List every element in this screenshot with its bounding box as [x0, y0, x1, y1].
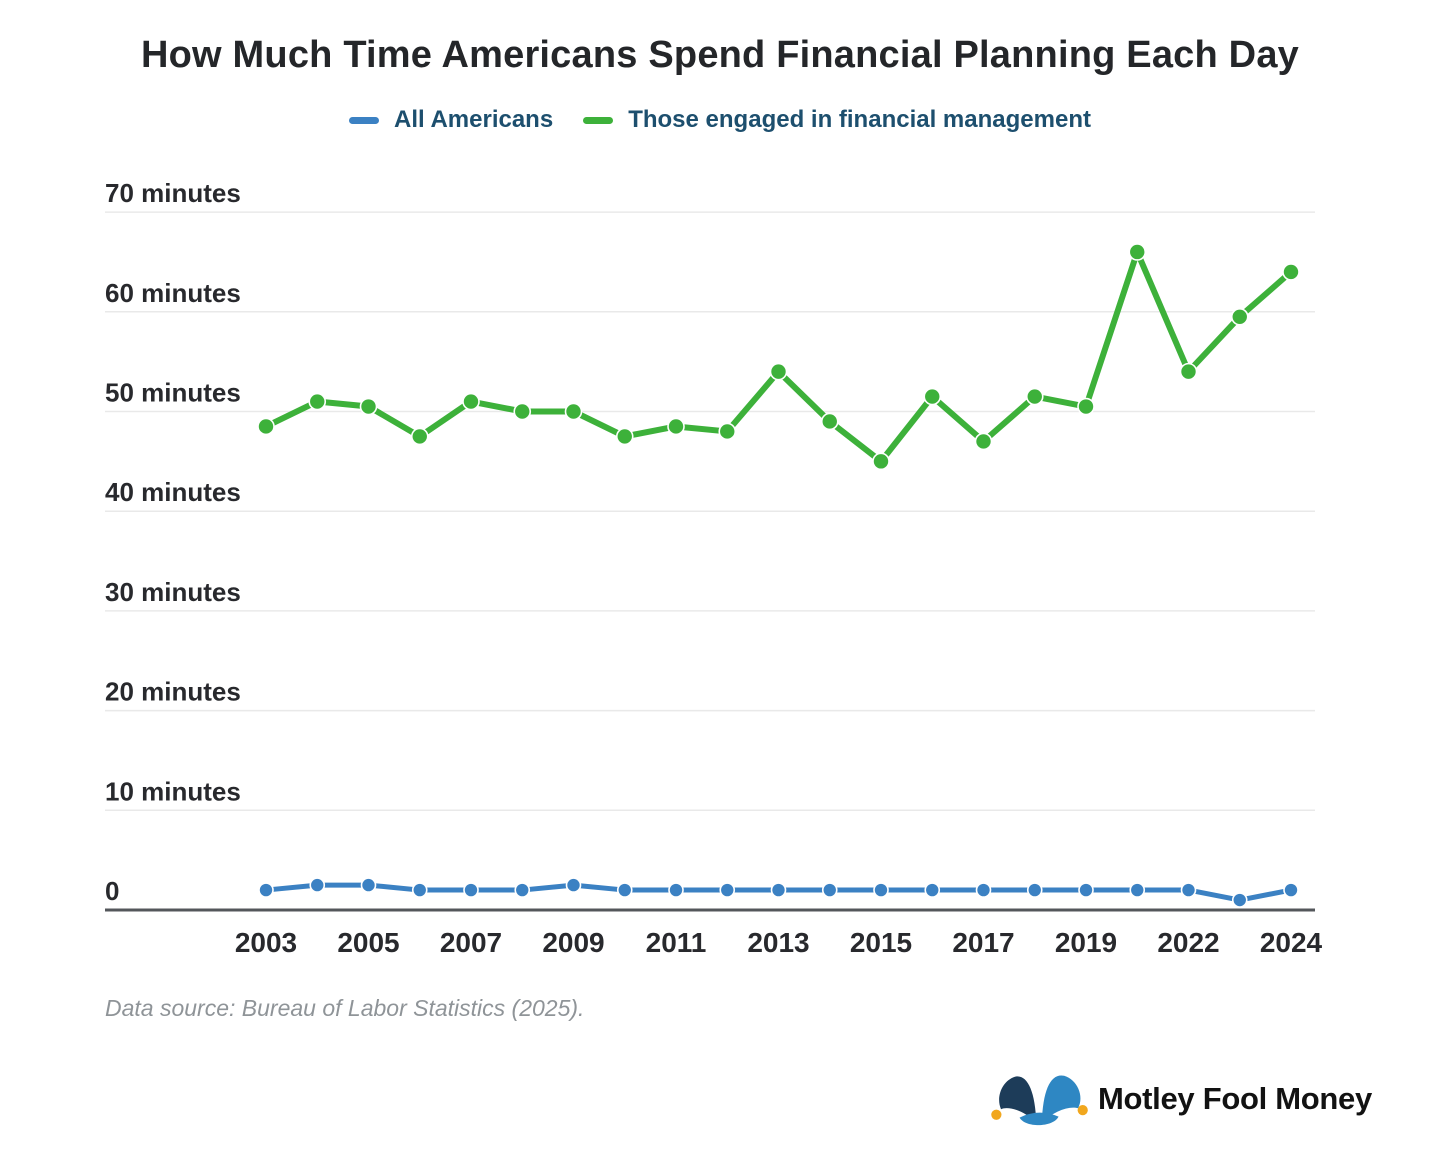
legend-swatch-all-americans	[349, 116, 380, 124]
data-point	[360, 877, 377, 893]
data-point	[1283, 882, 1299, 898]
chart-title: How Much Time Americans Spend Financial …	[140, 34, 1299, 76]
y-axis-tick-label: 0	[105, 876, 119, 906]
data-point	[615, 427, 634, 446]
x-axis-tick-label: 2013	[747, 927, 809, 958]
data-point	[820, 412, 839, 431]
data-point	[1179, 362, 1198, 381]
data-point	[257, 417, 275, 436]
data-point	[463, 882, 479, 898]
data-point	[359, 397, 378, 416]
data-point	[1026, 882, 1043, 898]
chart-legend: All Americans Those engaged in financial…	[0, 106, 1440, 134]
data-point	[924, 882, 941, 898]
hat-right-lobe	[1041, 1075, 1081, 1124]
data-point	[514, 882, 531, 898]
data-point	[410, 427, 429, 446]
y-axis-tick-label: 20 minutes	[105, 677, 241, 707]
x-axis-tick-label: 2022	[1157, 927, 1219, 958]
data-point	[1180, 882, 1197, 898]
data-point	[923, 387, 942, 406]
data-point	[513, 402, 532, 421]
data-point	[616, 882, 633, 898]
y-axis-tick-label: 60 minutes	[105, 278, 241, 308]
hat-bell-right-icon	[1077, 1105, 1088, 1116]
x-axis-tick-label: 2005	[337, 927, 399, 958]
data-point	[974, 432, 993, 451]
jester-hat-icon	[991, 1075, 1088, 1126]
data-point	[308, 392, 327, 411]
data-point	[1282, 263, 1300, 281]
logo-text: Motley Fool Money	[1098, 1081, 1372, 1116]
data-point	[873, 882, 889, 898]
data-point	[821, 882, 838, 898]
data-point	[1078, 882, 1094, 898]
x-axis-tick-label: 2003	[235, 927, 297, 958]
legend-swatch-engaged	[583, 116, 614, 124]
data-point	[411, 882, 428, 898]
legend-item-all-americans: All Americans	[349, 106, 553, 134]
data-point	[769, 362, 788, 381]
data-point	[1230, 307, 1249, 326]
data-point	[309, 877, 326, 893]
data-source-note: Data source: Bureau of Labor Statistics …	[105, 995, 585, 1021]
y-axis-tick-label: 70 minutes	[105, 178, 241, 208]
legend-item-engaged: Those engaged in financial management	[583, 106, 1091, 134]
y-axis-tick-label: 50 minutes	[105, 378, 241, 408]
hat-left-lobe	[999, 1076, 1037, 1124]
data-point	[258, 882, 274, 898]
data-point	[770, 882, 787, 898]
data-point	[1129, 882, 1146, 898]
x-axis-tick-label: 2009	[542, 927, 604, 958]
motley-fool-money-logo: Motley Fool Money	[988, 1064, 1372, 1134]
y-axis-tick-label: 10 minutes	[105, 776, 241, 806]
data-point	[975, 882, 992, 898]
data-point	[1025, 387, 1044, 406]
data-point	[564, 402, 583, 421]
x-axis-tick-label: 2024	[1260, 927, 1323, 958]
data-point	[872, 452, 890, 471]
legend-label-all-americans: All Americans	[394, 106, 554, 133]
data-point	[668, 882, 684, 898]
data-point	[667, 417, 685, 436]
data-point	[719, 882, 736, 898]
x-axis-tick-label: 2017	[952, 927, 1014, 958]
legend-label-engaged: Those engaged in financial management	[628, 106, 1091, 133]
y-axis-tick-label: 30 minutes	[105, 577, 241, 607]
data-point	[565, 877, 582, 893]
x-axis-tick-label: 2019	[1055, 927, 1117, 958]
data-point	[718, 422, 737, 441]
hat-base	[1019, 1112, 1059, 1126]
data-point	[1077, 397, 1095, 416]
data-point	[462, 392, 480, 411]
y-axis-tick-label: 40 minutes	[105, 477, 241, 507]
x-axis-tick-label: 2015	[850, 927, 912, 958]
data-point	[1231, 892, 1248, 908]
hat-bell-left-icon	[991, 1109, 1002, 1120]
x-axis-tick-label: 2007	[440, 927, 502, 958]
data-point	[1128, 243, 1147, 261]
x-axis-tick-label: 2011	[646, 927, 707, 958]
